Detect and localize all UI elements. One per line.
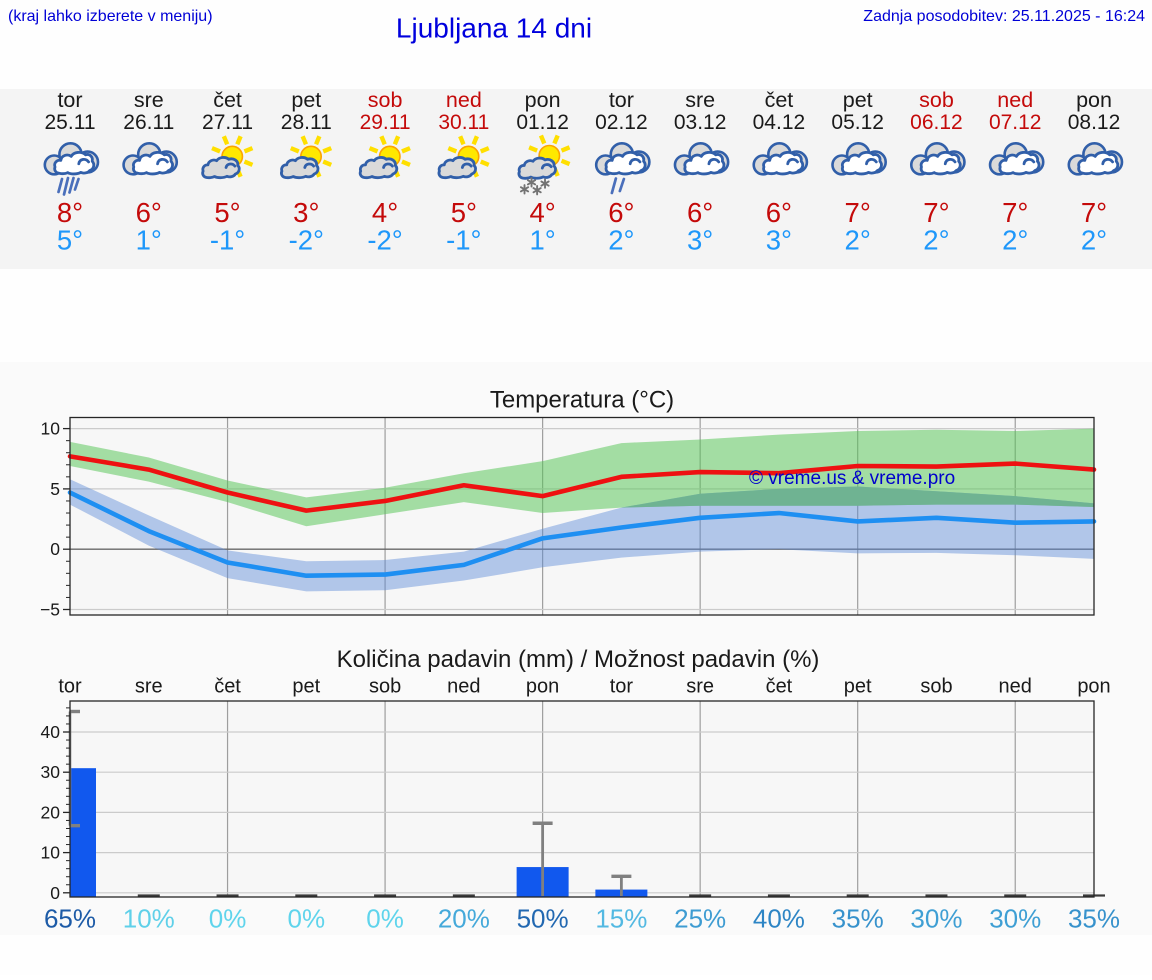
svg-text:01.12: 01.12 bbox=[516, 111, 569, 134]
svg-text:30.11: 30.11 bbox=[438, 111, 489, 134]
svg-text:27.11: 27.11 bbox=[202, 111, 253, 134]
svg-text:-2°: -2° bbox=[367, 225, 402, 256]
svg-text:3°: 3° bbox=[687, 225, 713, 256]
svg-text:2°: 2° bbox=[608, 225, 634, 256]
svg-text:pon: pon bbox=[1076, 88, 1112, 112]
svg-text:40: 40 bbox=[41, 722, 61, 742]
svg-text:5°: 5° bbox=[57, 225, 83, 256]
svg-text:Zadnja posodobitev: 25.11.2025: Zadnja posodobitev: 25.11.2025 - 16:24 bbox=[863, 8, 1145, 25]
svg-text:ned: ned bbox=[997, 88, 1033, 112]
svg-text:sob: sob bbox=[369, 676, 401, 698]
svg-text:40%: 40% bbox=[753, 904, 805, 934]
svg-text:7°: 7° bbox=[1081, 197, 1107, 228]
svg-text:ned: ned bbox=[447, 676, 480, 698]
svg-text:07.12: 07.12 bbox=[989, 111, 1042, 134]
svg-text:sob: sob bbox=[920, 676, 952, 698]
svg-text:(kraj lahko izberete v meniju): (kraj lahko izberete v meniju) bbox=[8, 8, 213, 25]
svg-text:20: 20 bbox=[41, 802, 61, 822]
svg-text:15%: 15% bbox=[595, 904, 647, 934]
svg-text:20%: 20% bbox=[438, 904, 490, 934]
svg-text:26.11: 26.11 bbox=[123, 111, 174, 134]
svg-text:čet: čet bbox=[213, 88, 242, 112]
svg-text:−5: −5 bbox=[40, 600, 60, 620]
svg-text:02.12: 02.12 bbox=[595, 111, 648, 134]
svg-text:pon: pon bbox=[525, 88, 561, 112]
svg-text:čet: čet bbox=[765, 88, 794, 112]
svg-text:7°: 7° bbox=[1002, 197, 1028, 228]
svg-text:04.12: 04.12 bbox=[753, 111, 806, 134]
svg-text:pet: pet bbox=[843, 88, 873, 112]
svg-text:5°: 5° bbox=[214, 197, 240, 228]
svg-text:30%: 30% bbox=[910, 904, 962, 934]
svg-text:pet: pet bbox=[292, 676, 320, 698]
svg-text:0: 0 bbox=[50, 539, 60, 559]
svg-text:pon: pon bbox=[1077, 676, 1110, 698]
svg-text:7°: 7° bbox=[845, 197, 871, 228]
svg-text:sre: sre bbox=[685, 88, 715, 112]
svg-text:30%: 30% bbox=[989, 904, 1041, 934]
svg-text:sre: sre bbox=[135, 676, 163, 698]
svg-text:25%: 25% bbox=[674, 904, 726, 934]
svg-text:sre: sre bbox=[686, 676, 714, 698]
svg-text:03.12: 03.12 bbox=[674, 111, 727, 134]
svg-text:10: 10 bbox=[41, 419, 61, 439]
svg-text:6°: 6° bbox=[766, 197, 792, 228]
svg-text:-1°: -1° bbox=[446, 225, 481, 256]
svg-text:5°: 5° bbox=[451, 197, 477, 228]
svg-text:35%: 35% bbox=[1068, 904, 1120, 934]
svg-text:1°: 1° bbox=[529, 225, 555, 256]
svg-text:ned: ned bbox=[446, 88, 482, 112]
svg-text:Temperatura (°C): Temperatura (°C) bbox=[490, 386, 674, 413]
svg-text:pet: pet bbox=[844, 676, 872, 698]
svg-text:6°: 6° bbox=[136, 197, 162, 228]
svg-text:-1°: -1° bbox=[210, 225, 245, 256]
svg-text:sob: sob bbox=[368, 88, 403, 112]
svg-text:1°: 1° bbox=[136, 225, 162, 256]
svg-text:8°: 8° bbox=[57, 197, 83, 228]
svg-text:08.12: 08.12 bbox=[1068, 111, 1121, 134]
svg-text:3°: 3° bbox=[293, 197, 319, 228]
svg-text:2°: 2° bbox=[923, 225, 949, 256]
svg-text:2°: 2° bbox=[1081, 225, 1107, 256]
svg-text:0: 0 bbox=[50, 883, 60, 903]
svg-text:10%: 10% bbox=[123, 904, 175, 934]
svg-text:5: 5 bbox=[50, 479, 60, 499]
svg-text:6°: 6° bbox=[687, 197, 713, 228]
svg-text:65%: 65% bbox=[44, 904, 96, 934]
svg-text:Količina padavin (mm) / Možnos: Količina padavin (mm) / Možnost padavin … bbox=[337, 646, 820, 673]
svg-text:0%: 0% bbox=[288, 904, 326, 934]
svg-text:4°: 4° bbox=[372, 197, 398, 228]
svg-text:0%: 0% bbox=[366, 904, 404, 934]
svg-text:25.11: 25.11 bbox=[45, 111, 96, 134]
svg-text:2°: 2° bbox=[1002, 225, 1028, 256]
svg-text:-2°: -2° bbox=[289, 225, 324, 256]
svg-text:sre: sre bbox=[134, 88, 164, 112]
svg-text:© vreme.us & vreme.pro: © vreme.us & vreme.pro bbox=[749, 468, 955, 489]
svg-text:tor: tor bbox=[58, 676, 82, 698]
svg-text:Ljubljana 14 dni: Ljubljana 14 dni bbox=[396, 13, 592, 44]
svg-text:2°: 2° bbox=[845, 225, 871, 256]
svg-text:tor: tor bbox=[609, 88, 634, 112]
svg-text:sob: sob bbox=[919, 88, 954, 112]
svg-text:4°: 4° bbox=[529, 197, 555, 228]
svg-text:29.11: 29.11 bbox=[360, 111, 411, 134]
svg-text:06.12: 06.12 bbox=[910, 111, 963, 134]
svg-text:ned: ned bbox=[999, 676, 1032, 698]
svg-text:tor: tor bbox=[57, 88, 82, 112]
svg-text:28.11: 28.11 bbox=[281, 111, 332, 134]
svg-text:tor: tor bbox=[610, 676, 634, 698]
svg-text:pet: pet bbox=[291, 88, 321, 112]
svg-text:pon: pon bbox=[526, 676, 559, 698]
svg-text:čet: čet bbox=[766, 676, 793, 698]
svg-text:0%: 0% bbox=[209, 904, 247, 934]
svg-text:čet: čet bbox=[214, 676, 241, 698]
svg-text:7°: 7° bbox=[923, 197, 949, 228]
svg-text:05.12: 05.12 bbox=[831, 111, 884, 134]
svg-text:50%: 50% bbox=[517, 904, 569, 934]
svg-text:6°: 6° bbox=[608, 197, 634, 228]
svg-text:30: 30 bbox=[41, 762, 61, 782]
svg-text:35%: 35% bbox=[832, 904, 884, 934]
svg-text:3°: 3° bbox=[766, 225, 792, 256]
svg-text:10: 10 bbox=[41, 843, 61, 863]
